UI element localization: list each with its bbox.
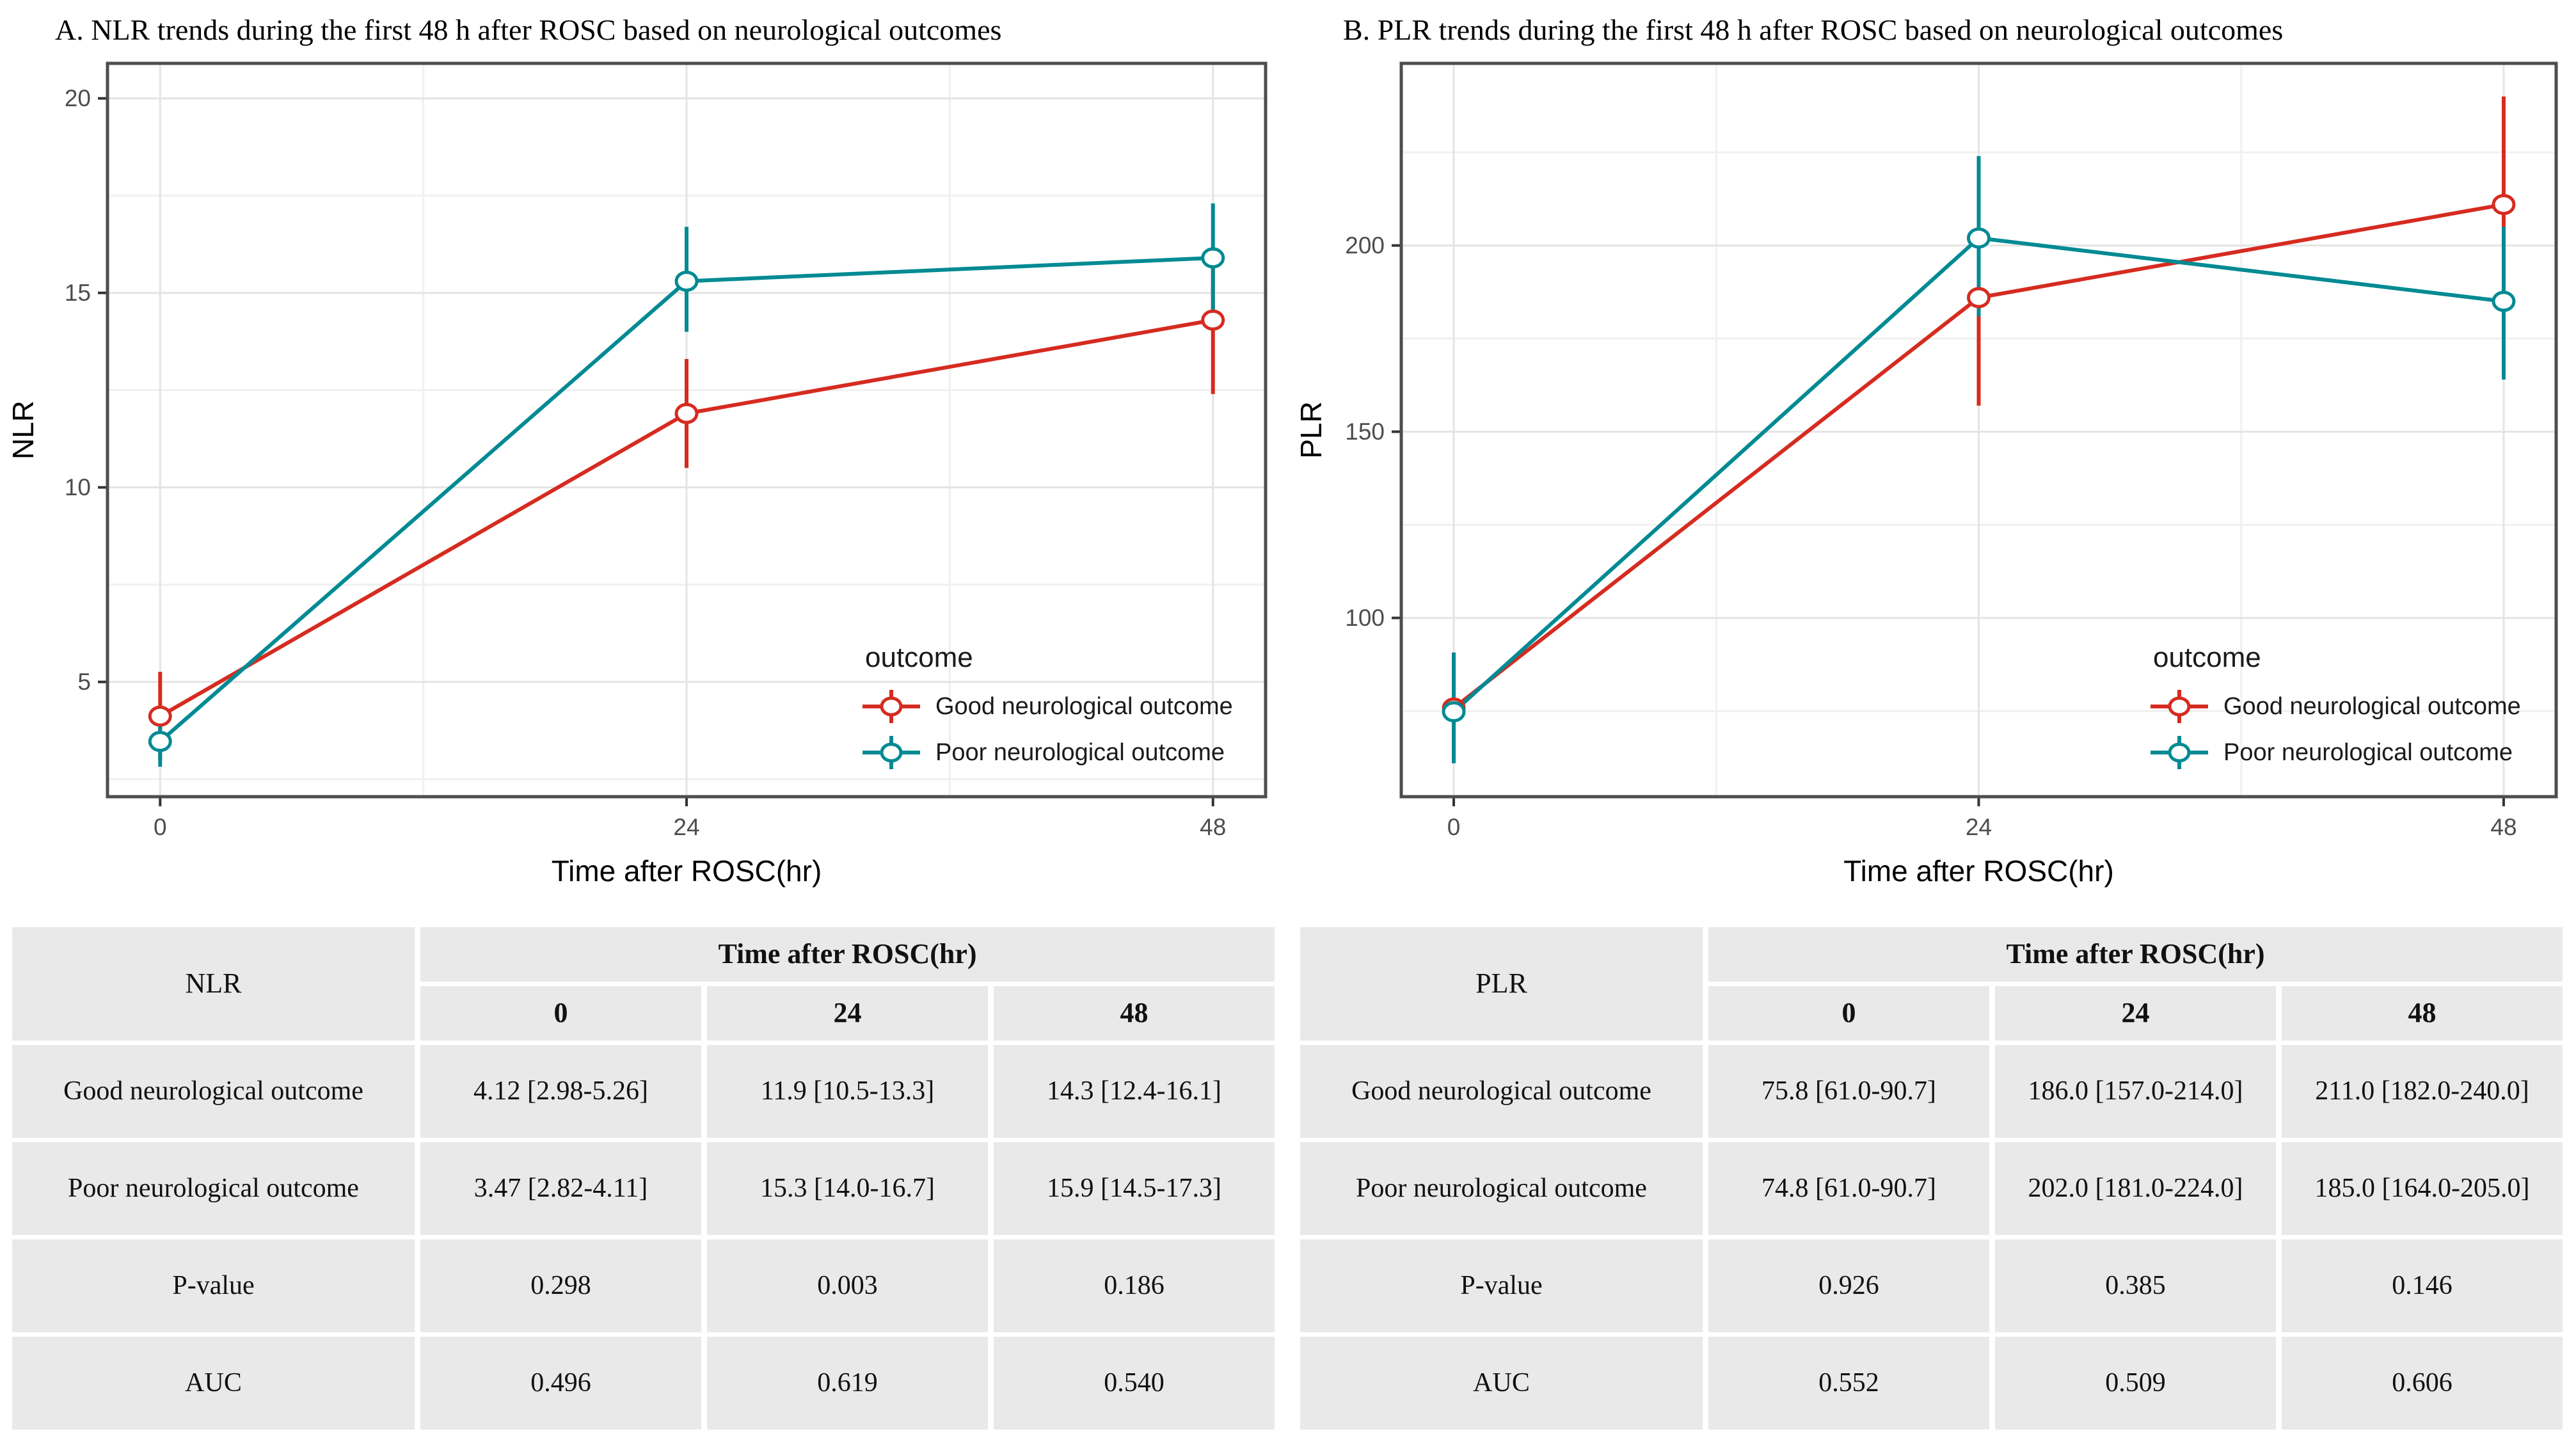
panel-b-title: B. PLR trends during the first 48 h afte… [1343,13,2284,46]
legend-key-point [880,742,903,763]
table-cell: 75.8 [61.0-90.7] [1708,1045,1989,1138]
table-cell: 211.0 [182.0-240.0] [2282,1045,2563,1138]
y-axis-title: NLR [6,401,40,459]
table-cell: 0.619 [707,1337,988,1430]
table-col-header: 0 [1708,986,1989,1040]
y-tick-label: 20 [65,85,91,111]
legend-title: outcome [865,642,973,673]
table-cell: 14.3 [12.4-16.1] [994,1045,1275,1138]
x-tick-label: 48 [2490,814,2516,840]
table-cell: 0.552 [1708,1337,1989,1430]
table-corner-header: NLR [12,927,415,1040]
data-point [1442,701,1466,722]
x-axis-title: Time after ROSC(hr) [552,854,822,888]
legend-key-point [2168,696,2191,717]
table-col-header: 48 [994,986,1275,1040]
y-axis-title: PLR [1294,401,1328,458]
data-point [1967,227,1991,249]
panel-a-title: A. NLR trends during the first 48 h afte… [55,13,1002,46]
table-row-label: P-value [12,1240,415,1332]
table-col-header: 24 [707,986,988,1040]
data-point [2492,291,2516,312]
data-point [1967,287,1991,308]
x-tick-label: 24 [673,814,699,840]
table-col-header: 24 [1995,986,2276,1040]
nlr-summary-table: NLR Time after ROSC(hr) 0 24 48 Good neurolog… [12,927,1275,1430]
table-cell: 15.3 [14.0-16.7] [707,1142,988,1235]
table-cell: 11.9 [10.5-13.3] [707,1045,988,1138]
x-axis-title: Time after ROSC(hr) [1843,854,2114,888]
y-tick-label: 200 [1345,232,1385,259]
data-point [148,731,172,753]
table-cell: 185.0 [164.0-205.0] [2282,1142,2563,1235]
x-tick-label: 48 [1200,814,1226,840]
y-tick-label: 10 [65,474,91,500]
table-corner-header: PLR [1300,927,1703,1040]
table-row-label: Good neurological outcome [1300,1045,1703,1138]
table-cell: 0.298 [420,1240,701,1332]
table-row-label: Good neurological outcome [12,1045,415,1138]
table-cell: 0.509 [1995,1337,2276,1430]
legend-item-label: Poor neurological outcome [2223,739,2513,766]
table-cell: 0.003 [707,1240,988,1332]
table-row-label: P-value [1300,1240,1703,1332]
data-point [674,403,699,424]
table-cell: 4.12 [2.98-5.26] [420,1045,701,1138]
table-row-label: Poor neurological outcome [1300,1142,1703,1235]
y-tick-label: 150 [1345,419,1385,445]
panel-a: A. NLR trends during the first 48 h afte… [6,13,1275,1430]
table-group-header: Time after ROSC(hr) [1708,927,2563,982]
table-cell: 0.540 [994,1337,1275,1430]
data-point [148,705,172,727]
x-tick-label: 24 [1966,814,1992,840]
table-row-label: AUC [1300,1337,1703,1430]
table-cell: 0.186 [994,1240,1275,1332]
data-point [1201,247,1225,269]
table-row-label: Poor neurological outcome [12,1142,415,1235]
table-cell: 0.926 [1708,1240,1989,1332]
y-tick-label: 5 [77,669,91,695]
table-col-header: 0 [420,986,701,1040]
table-col-header: 48 [2282,986,2563,1040]
nlr-trend-chart: 5 10 15 20 0 24 48 Time after ROSC(hr) NLR outcom… [6,61,1268,888]
panel-border [1399,61,2558,799]
table-cell: 0.146 [2282,1240,2563,1332]
legend-item-label: Poor neurological outcome [935,739,1225,766]
plr-trend-chart: 100 150 200 0 24 48 Time after ROSC(hr) PLR outc… [1294,61,2558,888]
table-cell: 0.385 [1995,1240,2276,1332]
data-point [1201,309,1225,331]
data-point [674,270,699,292]
x-tick-label: 0 [1447,814,1461,840]
table-cell: 74.8 [61.0-90.7] [1708,1142,1989,1235]
legend-item-label: Good neurological outcome [2223,693,2521,720]
data-point [2492,194,2516,216]
panel-border [106,61,1268,799]
panel-b: B. PLR trends during the first 48 h afte… [1288,0,2576,1443]
table-cell: 3.47 [2.82-4.11] [420,1142,701,1235]
table-cell: 0.496 [420,1337,701,1430]
y-tick-label: 100 [1345,605,1385,631]
table-row-label: AUC [12,1337,415,1430]
table-group-header: Time after ROSC(hr) [420,927,1275,982]
legend-key-point [2168,742,2191,763]
y-tick-label: 15 [65,280,91,306]
x-tick-label: 0 [154,814,167,840]
table-cell: 186.0 [157.0-214.0] [1995,1045,2276,1138]
legend-key-point [880,696,903,717]
plr-summary-table: PLR Time after ROSC(hr) 0 24 48 Good neurolog… [1300,927,2563,1430]
legend-title: outcome [2153,642,2261,673]
table-cell: 0.606 [2282,1337,2563,1430]
table-cell: 202.0 [181.0-224.0] [1995,1142,2276,1235]
legend-item-label: Good neurological outcome [935,693,1233,720]
table-cell: 15.9 [14.5-17.3] [994,1142,1275,1235]
